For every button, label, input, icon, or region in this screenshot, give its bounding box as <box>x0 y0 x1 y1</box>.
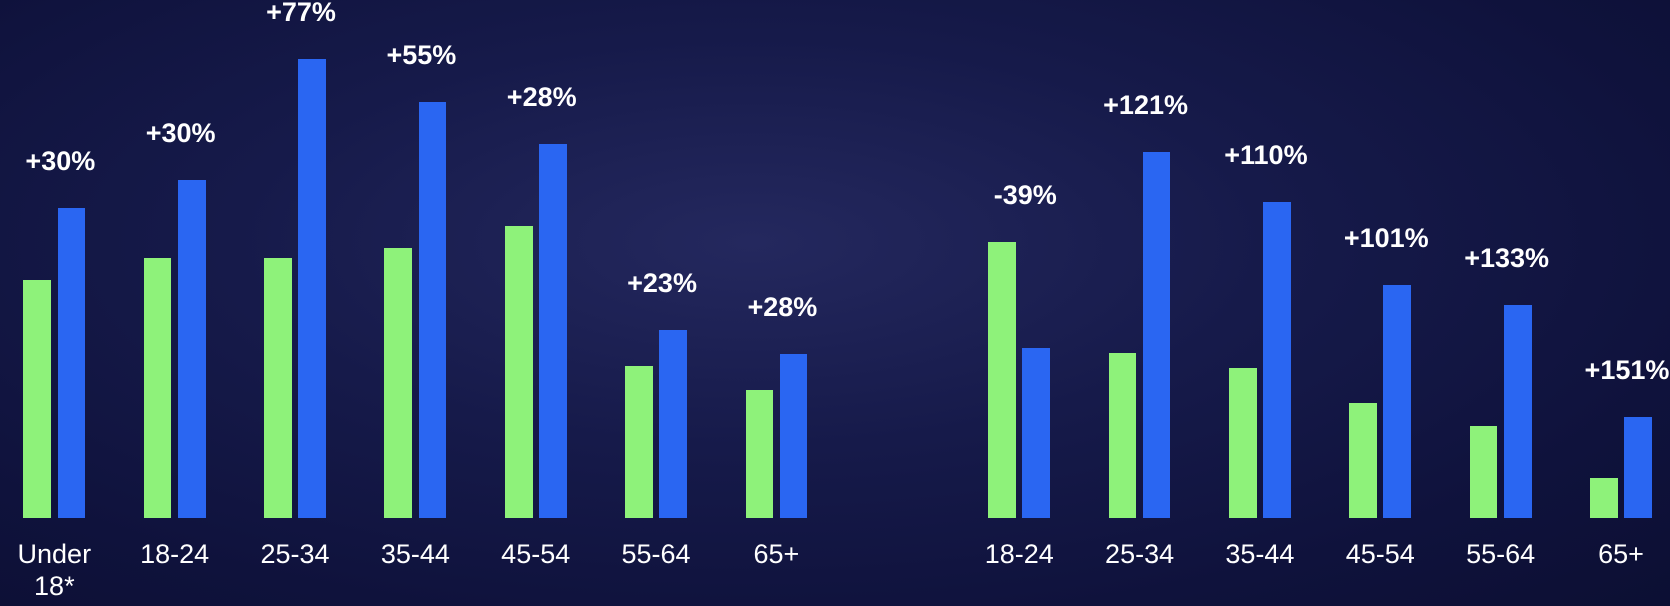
bar <box>57 207 86 518</box>
x-tick-label: 25-34 <box>1105 538 1175 569</box>
value-label: +101% <box>1343 223 1429 254</box>
bar <box>1142 152 1171 518</box>
x-tick-label: 45-54 <box>1345 538 1415 569</box>
bar <box>1263 202 1291 518</box>
bar <box>384 248 413 518</box>
value-label: +28% <box>747 291 818 322</box>
value-label: -39% <box>993 179 1057 210</box>
bar <box>1108 352 1137 518</box>
bar <box>625 366 653 518</box>
x-tick-label: Under 18* <box>17 538 92 601</box>
x-tick-label: 45-54 <box>501 538 571 569</box>
bar <box>745 389 774 518</box>
x-tick-label: 35-44 <box>380 538 450 569</box>
x-tick-label: 35-44 <box>1225 538 1295 569</box>
bar <box>1022 348 1051 518</box>
x-tick-label: 55-64 <box>1466 538 1536 569</box>
value-label: +55% <box>386 40 457 71</box>
value-label: +151% <box>1584 355 1670 386</box>
bar <box>1349 402 1378 518</box>
x-tick-label: 65+ <box>1598 538 1644 569</box>
value-label: +77% <box>266 0 336 27</box>
bar <box>1624 417 1652 518</box>
value-label: +133% <box>1464 242 1550 273</box>
bar <box>298 58 326 518</box>
value-label: +28% <box>506 81 577 112</box>
x-tick-label: 55-64 <box>621 538 691 569</box>
bar <box>418 102 447 518</box>
bar <box>988 241 1017 518</box>
bar <box>779 353 808 518</box>
bar <box>538 143 567 518</box>
bar <box>177 179 206 518</box>
bar <box>1469 426 1498 518</box>
bar <box>143 257 172 518</box>
value-label: +110% <box>1224 140 1308 171</box>
bar <box>23 280 52 518</box>
value-label: +30% <box>25 145 96 176</box>
value-label: +30% <box>145 117 216 148</box>
x-tick-label: 18-24 <box>140 538 210 569</box>
bar <box>504 225 533 518</box>
x-tick-label: 25-34 <box>260 538 330 569</box>
x-tick-label: 65+ <box>753 538 800 569</box>
value-label: +121% <box>1103 90 1188 121</box>
value-label: +23% <box>627 268 697 299</box>
bar <box>264 257 292 518</box>
bar <box>1590 478 1618 518</box>
bar <box>1383 285 1412 518</box>
bar <box>1229 368 1257 518</box>
bar <box>659 330 687 518</box>
bar <box>1503 304 1532 518</box>
x-tick-label: 18-24 <box>984 538 1054 569</box>
